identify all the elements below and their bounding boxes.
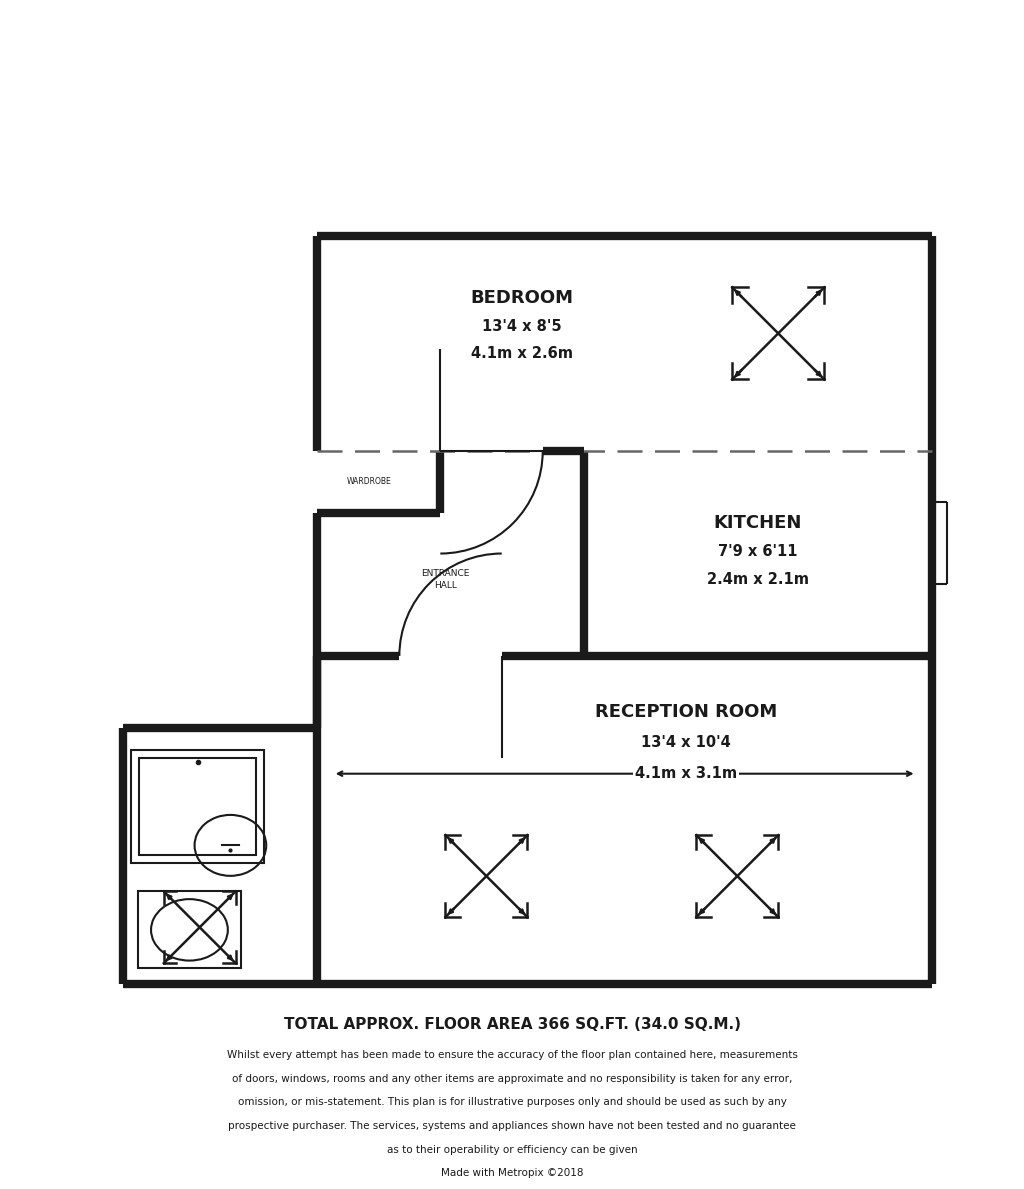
Text: 4.1m x 2.6m: 4.1m x 2.6m xyxy=(471,346,573,361)
Text: 13'4 x 10'4: 13'4 x 10'4 xyxy=(641,736,731,750)
Text: of doors, windows, rooms and any other items are approximate and no responsibili: of doors, windows, rooms and any other i… xyxy=(231,1074,793,1084)
Text: ENTRANCE
HALL: ENTRANCE HALL xyxy=(421,568,470,590)
Text: prospective purchaser. The services, systems and appliances shown have not been : prospective purchaser. The services, sys… xyxy=(228,1121,796,1131)
Text: 13'4 x 8'5: 13'4 x 8'5 xyxy=(482,319,562,334)
Text: as to their operability or efficiency can be given: as to their operability or efficiency ca… xyxy=(387,1145,637,1155)
Text: 4.1m x 3.1m: 4.1m x 3.1m xyxy=(635,766,737,781)
Bar xyxy=(139,759,256,855)
Text: omission, or mis-statement. This plan is for illustrative purposes only and shou: omission, or mis-statement. This plan is… xyxy=(238,1097,786,1107)
Text: Whilst every attempt has been made to ensure the accuracy of the floor plan cont: Whilst every attempt has been made to en… xyxy=(226,1050,798,1061)
Bar xyxy=(131,750,264,863)
Text: TOTAL APPROX. FLOOR AREA 366 SQ.FT. (34.0 SQ.M.): TOTAL APPROX. FLOOR AREA 366 SQ.FT. (34.… xyxy=(284,1017,740,1032)
Text: 4.1m x 3.1m: 4.1m x 3.1m xyxy=(635,766,737,781)
Text: Made with Metropix ©2018: Made with Metropix ©2018 xyxy=(440,1168,584,1178)
Text: KITCHEN: KITCHEN xyxy=(714,514,802,531)
Text: RECEPTION ROOM: RECEPTION ROOM xyxy=(595,703,777,722)
Text: 2.4m x 2.1m: 2.4m x 2.1m xyxy=(707,572,809,586)
Bar xyxy=(138,892,241,968)
Text: BEDROOM: BEDROOM xyxy=(471,289,573,307)
Text: 7'9 x 6'11: 7'9 x 6'11 xyxy=(718,545,798,559)
Text: WARDROBE: WARDROBE xyxy=(346,477,391,486)
